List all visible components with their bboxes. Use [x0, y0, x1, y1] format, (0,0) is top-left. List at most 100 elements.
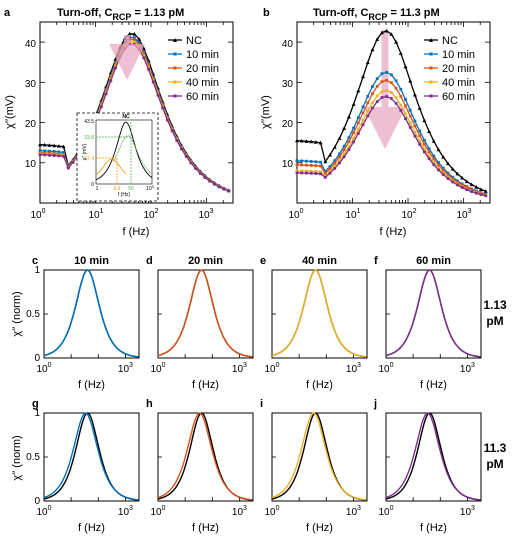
- point-60-min: [427, 157, 431, 161]
- norm-xlabel: f (Hz): [192, 522, 219, 534]
- point-20-min: [323, 172, 327, 175]
- point-60-min: [342, 155, 346, 159]
- point-20-min: [389, 81, 393, 85]
- point-nc: [351, 102, 356, 106]
- panel-d-axes: [157, 269, 254, 359]
- point-10-min: [62, 151, 65, 154]
- point-20-min: [399, 94, 403, 98]
- point-20-min: [295, 163, 299, 167]
- point-10-min: [328, 165, 332, 168]
- panel-a-ytick-40: 40: [25, 39, 37, 50]
- point-10-min: [441, 166, 445, 170]
- point-nc: [38, 142, 42, 147]
- point-nc: [323, 159, 328, 164]
- norm-row1-ylabel: χ′′ (norm): [11, 291, 23, 336]
- point-10-min: [375, 77, 379, 81]
- point-60-min: [203, 176, 207, 179]
- norm-nc-line: [43, 269, 139, 358]
- point-60-min: [161, 106, 165, 110]
- point-nc: [412, 92, 417, 97]
- point-60-min: [165, 118, 169, 122]
- point-10-min: [309, 160, 313, 163]
- point-20-min: [371, 92, 374, 96]
- panel-b-title-main: Turn-off, C: [313, 7, 368, 19]
- panel-b-ytick-40: 40: [282, 39, 294, 50]
- point-20-min: [347, 140, 351, 144]
- norm-row2-ylabel: χ′′ (norm): [11, 435, 23, 480]
- point-10-min: [319, 160, 322, 164]
- point-nc: [479, 187, 484, 191]
- point-40-min: [347, 145, 351, 149]
- norm-ytick-label: 0: [34, 353, 40, 364]
- point-nc: [328, 152, 333, 157]
- point-60-min: [394, 101, 398, 105]
- point-10-min: [408, 108, 412, 112]
- point-nc: [417, 106, 422, 110]
- point-20-min: [432, 157, 436, 161]
- panel-b-ylabel: χ′′(mV): [260, 95, 272, 129]
- point-10-min: [333, 159, 337, 163]
- panel-b-legend-40: 40 min: [442, 77, 475, 89]
- panel-f-title: 60 min: [416, 255, 451, 267]
- point-40-min: [356, 128, 360, 131]
- panel-c-label: c: [32, 255, 38, 267]
- panel-b-legend-10: 10 min: [442, 49, 475, 61]
- point-60-min: [446, 177, 450, 180]
- panel-d-title: 20 min: [188, 255, 223, 267]
- point-20-min: [309, 163, 313, 167]
- panel-a-xlabel: f (Hz): [123, 226, 150, 238]
- norm-nc-line: [157, 269, 253, 358]
- panel-b-ticks: [296, 22, 491, 203]
- legend-marker: [173, 80, 177, 84]
- point-60-min: [413, 134, 417, 138]
- point-10-min: [295, 159, 299, 163]
- point-40-min: [300, 169, 304, 173]
- point-20-min: [413, 124, 417, 128]
- panel-b-legend-60: 60 min: [442, 91, 475, 103]
- point-20-min: [451, 177, 455, 181]
- point-20-min: [300, 163, 304, 167]
- inset-xtick-last: 103: [146, 184, 155, 192]
- panel-a-axes: [39, 21, 234, 204]
- panel-a-xtick-3: 103: [198, 208, 213, 221]
- point-20-min: [356, 121, 360, 125]
- point-nc: [42, 142, 47, 147]
- point-60-min: [305, 171, 308, 175]
- point-60-min: [38, 153, 42, 157]
- norm-xtick-label: 100: [264, 362, 279, 375]
- point-nc: [52, 143, 57, 148]
- point-60-min: [319, 172, 322, 176]
- point-40-min: [427, 154, 431, 158]
- point-60-min: [375, 100, 379, 104]
- point-20-min: [147, 63, 150, 67]
- point-60-min: [309, 171, 313, 175]
- panel-h: h 100 103 f (Hz): [146, 398, 254, 534]
- point-60-min: [52, 154, 56, 157]
- point-60-min: [333, 167, 337, 170]
- legend-marker: [173, 38, 177, 42]
- inset-ytick-174: 17.4: [84, 156, 94, 162]
- panel-a-ytick-30: 30: [25, 79, 37, 90]
- point-10-min: [404, 98, 407, 101]
- point-10-min: [413, 119, 417, 123]
- point-60-min: [460, 186, 464, 189]
- point-20-min: [404, 104, 407, 108]
- legend-marker: [429, 38, 433, 42]
- point-10-min: [356, 116, 360, 120]
- panel-b-series: [295, 28, 488, 198]
- panel-a-xtick-1: 101: [88, 208, 103, 221]
- point-20-min: [437, 163, 440, 167]
- point-60-min: [385, 95, 389, 98]
- panel-a-legend-60: 60 min: [186, 91, 219, 103]
- panel-a-title-main: Turn-off, C: [57, 7, 112, 19]
- point-60-min: [300, 171, 304, 175]
- norm-ytick-label: 0: [34, 496, 40, 507]
- point-60-min: [470, 190, 473, 193]
- point-60-min: [474, 191, 478, 195]
- point-40-min: [366, 109, 370, 113]
- point-60-min: [432, 163, 436, 167]
- inset-orange-curve: [95, 158, 127, 176]
- point-nc: [375, 37, 380, 41]
- panel-b-legend: NC 10 min 20 min 40 min 60 min: [424, 35, 475, 103]
- point-60-min: [314, 172, 318, 175]
